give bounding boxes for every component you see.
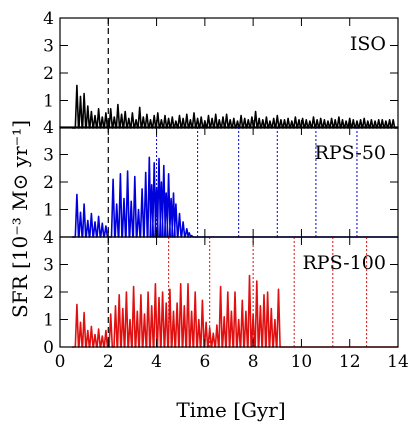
x-tick-label-3: 6 — [199, 352, 210, 372]
y-tick-label-2-1: 1 — [43, 311, 54, 331]
y-tick-label-1-4: 4 — [43, 118, 54, 138]
panel-label-0: ISO — [350, 33, 386, 55]
series-line-0 — [72, 84, 398, 129]
y-tick-label-2-4: 4 — [43, 228, 54, 248]
y-tick-label-0-1: 1 — [43, 92, 54, 112]
series-line-2 — [72, 274, 398, 348]
y-tick-label-1-3: 3 — [43, 146, 54, 166]
y-tick-label-0-4: 4 — [43, 9, 54, 29]
x-tick-label-7: 14 — [387, 352, 409, 372]
panel-0: ISO — [59, 17, 399, 129]
x-axis-title: Time [Gyr] — [176, 398, 285, 422]
panel-label-1: RPS-50 — [315, 142, 386, 164]
y-tick-label-2-2: 2 — [43, 283, 54, 303]
series-line-1 — [72, 156, 398, 238]
x-tick-label-4: 8 — [248, 352, 259, 372]
x-tick-label-6: 12 — [339, 352, 361, 372]
y-tick-label-0-2: 2 — [43, 64, 54, 84]
panel-label-2: RPS-100 — [303, 252, 387, 274]
y-tick-label-1-2: 2 — [43, 173, 54, 193]
panels-layer: ISO RPS-50 RPS-100 — [59, 17, 399, 348]
y-tick-label-1-1: 1 — [43, 201, 54, 221]
panel-2: RPS-100 — [59, 236, 399, 348]
y-tick-label-2-0: 0 — [43, 338, 54, 358]
x-tick-label-0: 0 — [55, 352, 66, 372]
y-axis-title: SFR [10⁻³ M⊙ yr⁻¹] — [8, 120, 32, 318]
x-tick-label-5: 10 — [291, 352, 313, 372]
x-tick-label-2: 4 — [151, 352, 162, 372]
y-tick-label-0-3: 3 — [43, 37, 54, 57]
x-tick-label-1: 2 — [103, 352, 114, 372]
panel-1: RPS-50 — [59, 126, 399, 238]
y-tick-label-2-3: 3 — [43, 256, 54, 276]
